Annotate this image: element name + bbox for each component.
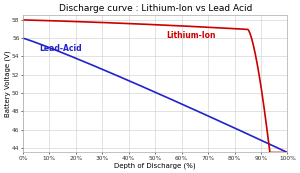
X-axis label: Depth of Discharge (%): Depth of Discharge (%) <box>114 162 196 169</box>
Y-axis label: Battery Voltage (V): Battery Voltage (V) <box>4 51 11 117</box>
Title: Discharge curve : Lithium-Ion vs Lead Acid: Discharge curve : Lithium-Ion vs Lead Ac… <box>58 4 252 13</box>
Text: Lead-Acid: Lead-Acid <box>39 44 82 53</box>
Text: Lithium-Ion: Lithium-Ion <box>166 31 215 40</box>
